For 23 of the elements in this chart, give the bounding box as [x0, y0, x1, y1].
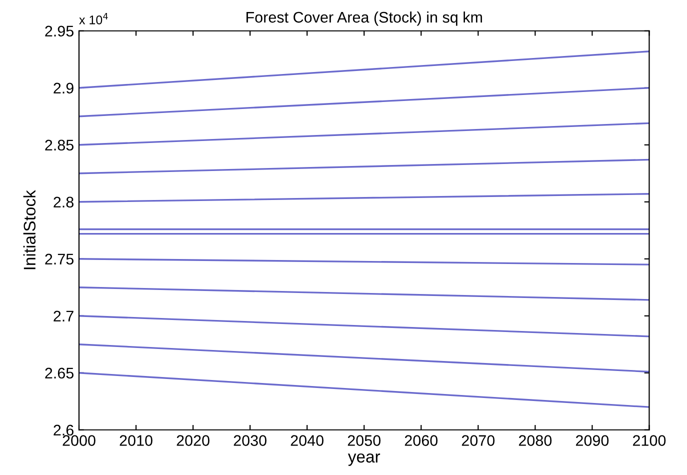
x-tick-label: 2100: [632, 435, 666, 446]
x-tick-label: 2060: [404, 435, 438, 446]
x-tick-label: 2040: [290, 435, 324, 446]
y-tick-label: 2.65: [45, 368, 74, 379]
x-tick-label: 2090: [576, 435, 609, 446]
x-tick-label: 2070: [462, 435, 495, 446]
y-tick-label: 2.7: [54, 310, 74, 322]
y-tick-label: 2.6: [54, 424, 74, 436]
text: x 10$^{4}$: [79, 13, 108, 24]
x-tick-label: 2000: [62, 435, 96, 446]
x-tick-label: 2010: [120, 435, 152, 446]
chart-title: Forest Cover Area (Stock) in sq km: [246, 11, 482, 26]
x-tick-label: 2050: [348, 435, 381, 446]
y-tick-label: 2.85: [45, 140, 74, 151]
y-tick-label: 2.95: [45, 26, 74, 37]
x-tick-label: 2080: [518, 435, 552, 446]
y-axis-title: InitialStock: [23, 190, 36, 270]
y-tick-label: 2.9: [54, 82, 74, 94]
x-tick-label: 2020: [176, 435, 210, 446]
y-tick-label: 2.75: [45, 254, 74, 265]
x-axis-title: year: [348, 453, 380, 466]
x-tick-label: 2030: [234, 435, 266, 446]
y-tick-label: 2.8: [54, 196, 74, 208]
